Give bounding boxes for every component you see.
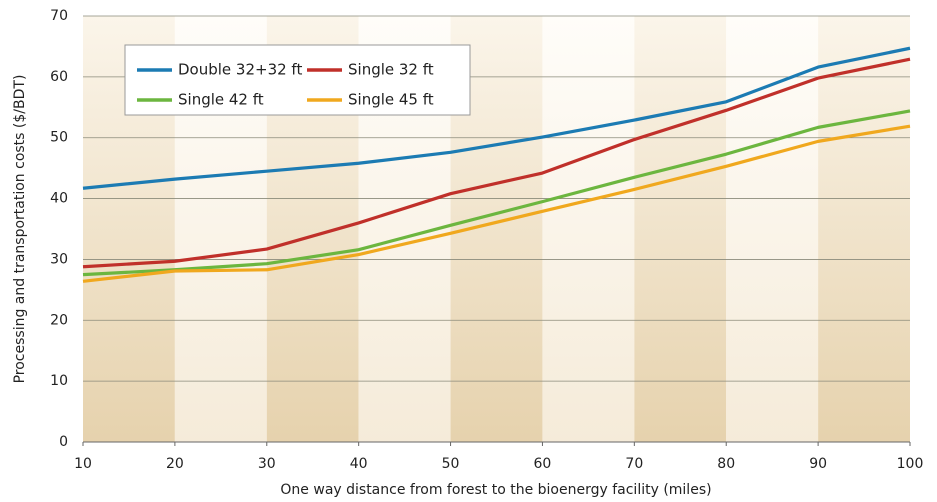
x-tick-label: 90	[809, 456, 827, 472]
y-tick-label: 50	[50, 130, 68, 146]
background-band	[818, 16, 910, 442]
legend-label: Double 32+32 ft	[178, 61, 302, 79]
legend-label: Single 42 ft	[178, 91, 264, 109]
y-tick-label: 40	[50, 191, 68, 207]
legend-label: Single 45 ft	[348, 91, 434, 109]
x-tick-label: 30	[258, 456, 276, 472]
y-tick-label: 20	[50, 312, 68, 328]
legend-label: Single 32 ft	[348, 61, 434, 79]
y-tick-label: 0	[59, 434, 68, 450]
legend-box	[124, 44, 471, 116]
legend: Double 32+32 ft Single 32 ft Single 42 ft S…	[124, 44, 471, 116]
series-line	[82, 57, 911, 269]
x-tick-label: 100	[897, 456, 924, 472]
series-line	[82, 109, 911, 277]
x-tick-label: 70	[625, 456, 643, 472]
series-line	[82, 46, 911, 190]
background-band	[542, 16, 635, 442]
x-tick-label: 80	[717, 456, 735, 472]
x-tick-label: 40	[350, 456, 368, 472]
series-line	[82, 124, 911, 283]
y-tick-label: 10	[50, 373, 68, 389]
background-band	[634, 16, 727, 442]
x-tick-label: 50	[442, 456, 460, 472]
y-axis-title: Processing and transportation costs ($/B…	[12, 75, 28, 384]
x-tick-label: 10	[74, 456, 92, 472]
y-tick-label: 60	[50, 69, 68, 85]
y-tick-label: 30	[50, 251, 68, 267]
y-tick-label: 70	[50, 8, 68, 24]
x-tick-label: 20	[166, 456, 184, 472]
x-axis-title: One way distance from forest to the bioe…	[280, 482, 711, 498]
background-band	[726, 16, 819, 442]
x-tick-label: 60	[534, 456, 552, 472]
